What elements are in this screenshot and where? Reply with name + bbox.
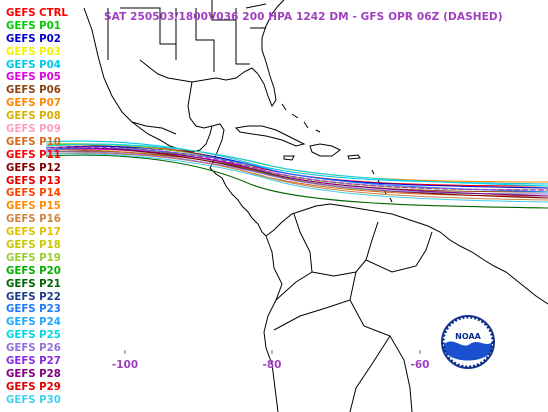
us-interior-border-4 (195, 8, 215, 72)
pacific-coast-south-america (263, 235, 283, 412)
legend-entry: GEFS P16 (6, 214, 61, 226)
legend-entry: GEFS P07 (6, 98, 61, 110)
legend-entry: GEFS P26 (6, 343, 61, 355)
legend-entry: GEFS P30 (6, 394, 61, 406)
cuba-outline (234, 125, 306, 147)
legend-entry: GEFS P24 (6, 317, 61, 329)
longitude-label-3: -60 (410, 359, 430, 371)
contour-p28 (45, 147, 548, 197)
legend-entry: GEFS P04 (6, 59, 61, 71)
legend-entry: GEFS P15 (6, 201, 61, 213)
legend-entry: GEFS P25 (6, 330, 61, 342)
us-interior-border-2 (120, 7, 176, 45)
legend-entry: GEFS P17 (6, 227, 61, 239)
legend-entry: GEFS P03 (6, 46, 61, 58)
us-interior-border-8 (245, 3, 267, 9)
yucatan-coast (187, 81, 213, 129)
contour-p21 (45, 154, 548, 209)
north-america-coast (83, 7, 267, 237)
legend-entry: GEFS P18 (6, 240, 61, 252)
jamaica-outline (283, 155, 295, 161)
contour-p25 (45, 143, 548, 187)
longitude-label-2: -80 (262, 359, 282, 371)
legend-entry: GEFS P06 (6, 85, 61, 97)
longitude-label-1: -100 (111, 359, 139, 371)
legend-entry: GEFS P21 (6, 278, 61, 290)
puerto-rico-outline (347, 154, 361, 160)
legend-entry: GEFS P08 (6, 111, 61, 123)
south-america (263, 203, 548, 412)
legend-entry: GEFS P02 (6, 33, 61, 45)
legend-entry: GEFS P20 (6, 265, 61, 277)
longitude-ticks (124, 350, 421, 354)
mexico-interior-border (131, 121, 177, 135)
ensemble-legend: GEFS CTRL GEFS P01 GEFS P02 GEFS P03 GEFS P0… (6, 8, 68, 408)
south-america-border-1 (275, 213, 313, 301)
contour-p30 (45, 153, 548, 203)
legend-entry: GEFS P23 (6, 304, 61, 316)
legend-entry: GEFS P13 (6, 175, 61, 187)
legend-entry: GEFS P22 (6, 291, 61, 303)
south-america-coast (265, 203, 548, 305)
ensemble-contours (45, 140, 548, 209)
lesser-antilles-outline (371, 169, 393, 203)
south-america-border-6 (349, 335, 391, 412)
coastlines (83, 0, 285, 237)
noaa-logo-text: NOAA (455, 332, 481, 341)
gulf-coast (139, 0, 285, 108)
south-america-border-3 (365, 231, 433, 273)
legend-entry: GEFS P01 (6, 20, 61, 32)
south-america-border-2 (311, 221, 379, 277)
contour-p19 (45, 143, 548, 191)
us-interior-border-5 (211, 0, 237, 21)
legend-entry: GEFS P09 (6, 124, 61, 136)
contour-p26 (45, 151, 548, 195)
caribbean-islands (234, 103, 393, 203)
legend-entry: GEFS P05 (6, 72, 61, 84)
legend-entry: GEFS P10 (6, 136, 61, 148)
hispaniola-outline (309, 143, 341, 157)
south-america-border-4 (273, 271, 357, 331)
us-interior-border-6 (235, 20, 250, 65)
legend-entry: GEFS P29 (6, 381, 61, 393)
contour-gfs-operational-dashed (45, 146, 548, 191)
south-america-border-5 (349, 299, 413, 412)
legend-entry: GEFS P12 (6, 162, 61, 174)
legend-entry: GEFS P27 (6, 356, 61, 368)
legend-entry: GEFS P11 (6, 149, 61, 161)
legend-entry: GEFS P28 (6, 368, 61, 380)
noaa-logo-icon: NOAA (441, 315, 495, 369)
legend-entry: GEFS P19 (6, 252, 61, 264)
map-title: SAT 250503/1800V036 200 HPA 1242 DM - GF… (104, 11, 503, 23)
contour-p23 (45, 147, 548, 193)
legend-entry: GEFS P14 (6, 188, 61, 200)
contour-p16 (45, 152, 548, 201)
bahamas-outline (281, 103, 321, 133)
legend-entry: GEFS CTRL (6, 8, 68, 19)
